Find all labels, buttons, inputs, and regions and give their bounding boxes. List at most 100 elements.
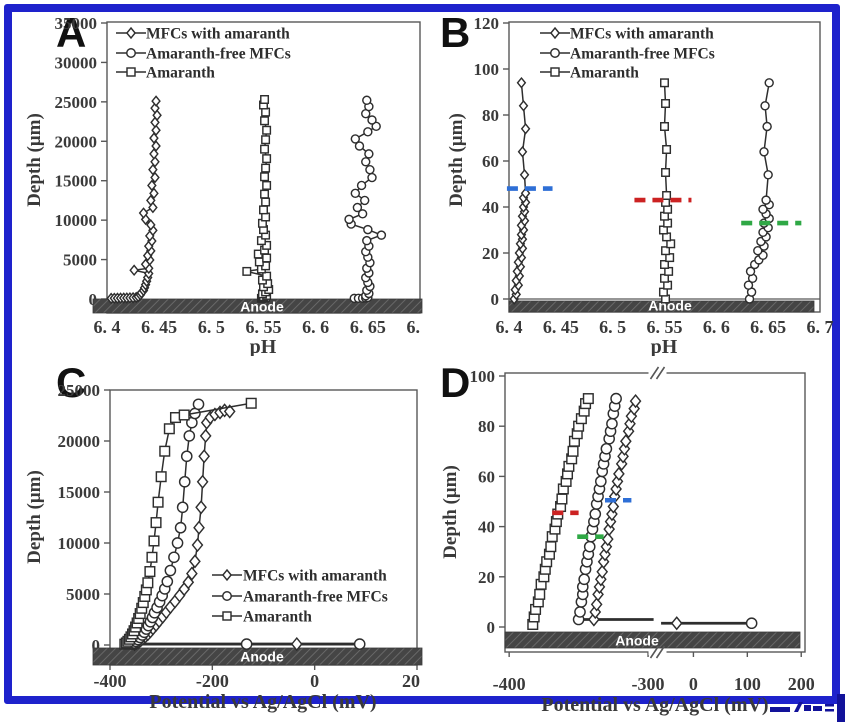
- series-amaranth: [119, 397, 257, 650]
- circle-marker: [600, 442, 613, 455]
- circle-marker: [192, 398, 205, 411]
- svg-text:6. 5: 6. 5: [599, 317, 626, 337]
- circle-marker: [362, 235, 372, 246]
- legend-label: Amaranth-free MFCs: [570, 46, 715, 63]
- circle-marker: [222, 591, 232, 601]
- circle-marker: [240, 638, 253, 650]
- x-axis-title: pH: [250, 336, 277, 356]
- legend-label: MFCs with amaranth: [243, 568, 387, 585]
- square-marker: [242, 266, 252, 276]
- diamond-marker: [615, 456, 628, 471]
- anode-label: Anode: [615, 633, 659, 649]
- diamond-marker: [592, 587, 604, 602]
- circle-marker: [583, 540, 596, 553]
- square-marker: [582, 393, 594, 405]
- y-axis-title: Depth (μm): [24, 470, 45, 564]
- circle-marker: [589, 508, 602, 520]
- square-marker: [259, 205, 268, 215]
- svg-text:-400: -400: [493, 674, 526, 694]
- anode-label: Anode: [648, 298, 692, 314]
- panel-label-c: C: [56, 359, 87, 406]
- series-mfcs-with-amaranth: [588, 393, 642, 627]
- square-marker: [159, 445, 171, 457]
- panel-label-a: A: [56, 9, 87, 56]
- circle-marker: [354, 141, 365, 151]
- diamond-marker: [590, 597, 603, 612]
- svg-text:10000: 10000: [58, 534, 101, 553]
- diamond-marker: [517, 145, 528, 158]
- svg-text:6. 45: 6. 45: [543, 317, 579, 337]
- square-marker: [660, 122, 669, 131]
- diamond-marker: [221, 568, 233, 582]
- anode-bar: Anode: [92, 299, 423, 315]
- circle-marker: [365, 164, 375, 175]
- svg-text:100: 100: [474, 60, 500, 79]
- panel-label-b: B: [440, 9, 471, 56]
- circle-marker: [171, 537, 184, 549]
- square-marker: [261, 135, 271, 145]
- circle-marker: [371, 121, 381, 132]
- circle-marker: [363, 224, 373, 235]
- circle-marker: [367, 115, 377, 125]
- diamond-marker: [150, 171, 160, 184]
- x-axis: 6. 4 6. 45 6. 5 6. 55 6. 6 6. 65 6. 7: [94, 317, 425, 337]
- circle-marker: [595, 475, 607, 488]
- legend-label: Amaranth: [146, 65, 215, 82]
- diamond-marker: [138, 207, 149, 219]
- circle-marker: [753, 245, 763, 256]
- series-amaranth: [658, 78, 676, 304]
- square-marker: [662, 191, 672, 200]
- circle-marker: [350, 188, 361, 199]
- square-marker: [150, 517, 162, 529]
- diamond-marker: [151, 95, 161, 107]
- circle-marker: [574, 606, 586, 618]
- circle-marker: [376, 230, 387, 240]
- svg-text:40: 40: [482, 198, 499, 217]
- circle-marker: [759, 147, 769, 157]
- diamond-marker: [589, 604, 602, 620]
- square-marker: [261, 163, 271, 173]
- anode-label: Anode: [240, 299, 284, 315]
- diamond-marker: [147, 179, 157, 192]
- circle-marker: [352, 202, 363, 213]
- diamond-marker: [624, 416, 636, 431]
- cropped-watermark-artifact: [770, 694, 845, 722]
- diamond-marker: [149, 187, 159, 200]
- diamond-marker: [186, 566, 198, 581]
- svg-text:15000: 15000: [55, 172, 98, 191]
- svg-text:80: 80: [478, 417, 495, 436]
- diamond-marker: [613, 466, 625, 482]
- square-marker: [144, 566, 156, 578]
- diamond-marker: [619, 434, 632, 449]
- legend: MFCs with amaranth Amaranth-free MFCs Amar…: [212, 568, 388, 626]
- square-marker: [567, 445, 579, 457]
- square-marker: [262, 253, 272, 263]
- circle-marker: [357, 209, 368, 219]
- square-marker: [260, 144, 270, 154]
- panel-a-ph-profile-chart: 050001000015000200002500030000350006. 46…: [24, 14, 425, 356]
- circle-marker: [183, 430, 196, 442]
- svg-text:100: 100: [470, 367, 496, 386]
- diamond-marker: [199, 428, 212, 444]
- svg-text:-300: -300: [632, 674, 665, 694]
- circle-marker: [350, 134, 361, 144]
- legend-label: MFCs with amaranth: [570, 26, 714, 43]
- diamond-marker: [150, 155, 160, 168]
- svg-text:200: 200: [788, 674, 815, 694]
- diamond-marker: [191, 537, 204, 553]
- plot-frame: [504, 372, 806, 653]
- square-marker: [262, 154, 272, 164]
- diamond-marker: [518, 99, 529, 112]
- square-marker: [660, 260, 669, 269]
- circle-marker: [745, 266, 756, 277]
- square-marker: [155, 471, 167, 483]
- circle-marker: [174, 521, 187, 534]
- diamond-marker: [516, 76, 527, 89]
- diamond-marker: [125, 26, 137, 40]
- x-axis: 6. 4 6. 45 6. 5 6. 55 6. 6 6. 65 6. 7: [496, 317, 834, 337]
- circle-marker: [761, 195, 771, 205]
- svg-text:20000: 20000: [55, 132, 98, 151]
- svg-text:6. 45: 6. 45: [141, 317, 177, 337]
- circle-marker: [758, 204, 768, 215]
